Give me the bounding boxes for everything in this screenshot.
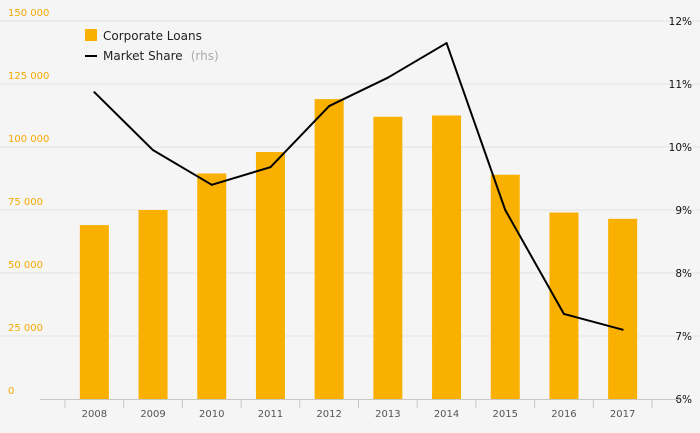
x-axis-tick-label: 2008 (82, 409, 107, 420)
bar-2010 (197, 173, 227, 399)
x-axis-tick-label: 2016 (551, 409, 576, 420)
market-share-point-2013 (386, 76, 389, 79)
left-axis-tick-label: 50 000 (8, 260, 43, 271)
market-share-point-2017 (621, 328, 624, 331)
left-axis-tick-label: 25 000 (8, 323, 43, 334)
bar-2017 (608, 218, 638, 399)
legend-market-share-note: (rhs) (191, 49, 219, 63)
market-share-point-2015 (504, 209, 507, 211)
bar-2016 (549, 212, 579, 399)
x-axis-tick-label: 2014 (434, 409, 459, 420)
bar-2008 (79, 225, 109, 399)
x-axis-tick-label: 2009 (140, 409, 165, 420)
legend-corporate-loans: Corporate Loans (103, 29, 202, 43)
bar-2011 (255, 152, 285, 399)
axes: 0 25 000 50 000 75 000 100 000 125 000 150 000… (8, 8, 692, 420)
left-axis-tick-label: 150 000 (8, 8, 49, 19)
right-axis-tick-label: 8% (675, 268, 692, 280)
legend-bar-swatch (85, 29, 97, 41)
left-axis-tick-label: 125 000 (8, 71, 49, 82)
x-axis-tick-label: 2015 (493, 409, 518, 420)
market-share-point-2016 (562, 312, 565, 315)
bar-2012 (314, 99, 344, 400)
x-axis-tick-label: 2012 (316, 409, 341, 420)
right-axis-tick-label: 11% (669, 79, 692, 91)
bar-2015 (490, 174, 520, 399)
gridlines (0, 20, 700, 337)
legend: Corporate Loans Market Share (rhs) (85, 29, 219, 64)
market-share-point-2011 (269, 166, 272, 169)
left-axis-tick-label: 75 000 (8, 197, 43, 208)
legend-market-share-name: Market Share (103, 49, 183, 63)
bar-2009 (138, 210, 168, 399)
market-share-point-2008 (93, 91, 96, 94)
x-axis-tick-label: 2010 (199, 409, 224, 420)
right-axis-tick-label: 9% (675, 205, 692, 217)
line-series (93, 42, 624, 331)
market-share-line (93, 42, 623, 331)
bar-2013 (373, 116, 403, 399)
left-axis-tick-label: 0 (8, 386, 14, 397)
right-axis-tick-label: 6% (675, 394, 692, 406)
market-share-point-2010 (210, 183, 213, 186)
market-share-point-2012 (328, 105, 331, 108)
market-share-point-2014 (445, 42, 448, 45)
left-axis-tick-label: 100 000 (8, 134, 49, 145)
bar-2014 (432, 115, 462, 399)
legend-market-share: Market Share (rhs) (103, 47, 219, 64)
x-axis-tick-label: 2017 (610, 409, 635, 420)
x-axis-tick-label: 2011 (258, 409, 283, 420)
right-axis-tick-label: 7% (675, 331, 692, 343)
x-axis-tick-label: 2013 (375, 409, 400, 420)
right-axis-tick-label: 12% (669, 16, 692, 28)
market-share-point-2009 (152, 149, 155, 152)
right-axis-tick-label: 10% (669, 142, 692, 154)
bar-series (79, 99, 638, 400)
